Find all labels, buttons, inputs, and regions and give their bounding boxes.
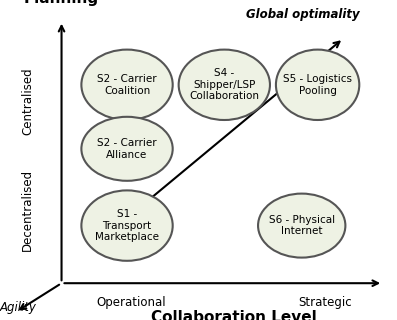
Text: Strategic: Strategic: [299, 296, 353, 309]
Ellipse shape: [276, 50, 359, 120]
Text: S2 - Carrier
Alliance: S2 - Carrier Alliance: [97, 138, 157, 160]
Text: Collaboration Level: Collaboration Level: [151, 310, 317, 320]
Ellipse shape: [258, 194, 345, 258]
Ellipse shape: [81, 117, 173, 181]
Ellipse shape: [81, 190, 173, 261]
Text: Centralised: Centralised: [21, 67, 34, 135]
Text: Global optimality: Global optimality: [246, 8, 360, 21]
Ellipse shape: [179, 50, 270, 120]
Text: S5 - Logistics
Pooling: S5 - Logistics Pooling: [283, 74, 352, 96]
Text: S6 - Physical
Internet: S6 - Physical Internet: [269, 215, 335, 236]
Text: S2 - Carrier
Coalition: S2 - Carrier Coalition: [97, 74, 157, 96]
Text: S4 -
Shipper/LSP
Collaboration: S4 - Shipper/LSP Collaboration: [189, 68, 259, 101]
Text: Decentralised: Decentralised: [21, 169, 34, 251]
Ellipse shape: [81, 50, 173, 120]
Text: Agility: Agility: [0, 300, 37, 314]
Text: S1 -
Transport
Marketplace: S1 - Transport Marketplace: [95, 209, 159, 242]
Text: Planning: Planning: [24, 0, 99, 6]
Text: Operational: Operational: [96, 296, 166, 309]
